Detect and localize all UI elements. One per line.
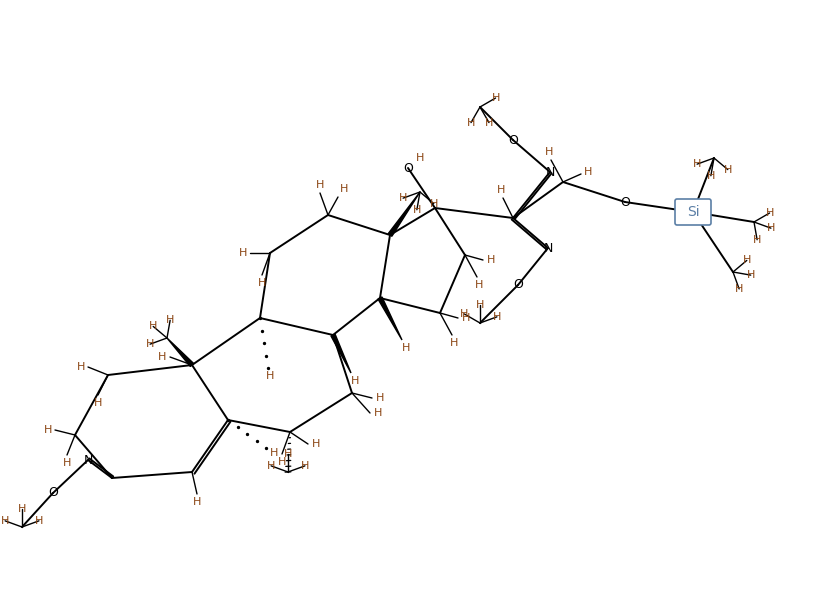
Text: H: H — [584, 167, 592, 177]
Text: H: H — [460, 309, 468, 319]
Text: H: H — [493, 312, 501, 322]
Text: H: H — [416, 153, 424, 163]
Text: O: O — [403, 162, 413, 174]
Text: H: H — [467, 118, 475, 128]
Text: H: H — [146, 339, 154, 349]
Text: H: H — [767, 223, 775, 233]
Text: H: H — [270, 448, 278, 458]
Text: H: H — [17, 504, 26, 514]
Text: H: H — [267, 461, 275, 471]
Text: H: H — [450, 338, 458, 348]
Polygon shape — [331, 334, 351, 373]
Text: H: H — [193, 497, 201, 507]
Text: O: O — [620, 195, 630, 208]
Text: H: H — [265, 371, 275, 381]
Text: H: H — [351, 376, 359, 386]
Text: H: H — [476, 300, 484, 310]
Text: H: H — [545, 147, 553, 157]
Text: H: H — [402, 343, 410, 353]
Text: H: H — [413, 205, 421, 215]
Text: H: H — [735, 284, 743, 294]
Text: H: H — [693, 159, 701, 169]
Text: O: O — [48, 487, 58, 500]
Polygon shape — [378, 297, 402, 340]
Text: H: H — [278, 457, 286, 467]
Text: H: H — [44, 425, 52, 435]
Text: O: O — [508, 134, 518, 146]
Text: H: H — [158, 352, 166, 362]
Text: H: H — [475, 280, 483, 290]
Text: H: H — [312, 439, 320, 449]
Text: H: H — [497, 185, 505, 195]
Text: H: H — [376, 393, 384, 403]
Polygon shape — [389, 192, 420, 236]
Text: N: N — [543, 242, 552, 254]
Text: H: H — [300, 461, 310, 471]
Text: H: H — [492, 93, 500, 103]
Text: H: H — [743, 256, 751, 266]
FancyBboxPatch shape — [675, 199, 711, 225]
Text: H: H — [374, 408, 382, 418]
Text: N: N — [545, 165, 555, 179]
Text: H: H — [239, 248, 247, 258]
Text: H: H — [765, 208, 774, 218]
Text: H: H — [284, 449, 292, 459]
Text: O: O — [513, 278, 523, 291]
Text: H: H — [485, 118, 493, 128]
Text: H: H — [166, 315, 175, 325]
Text: Si: Si — [686, 205, 700, 219]
Text: N: N — [83, 454, 92, 466]
Text: H: H — [429, 199, 438, 208]
Text: H: H — [1, 516, 9, 526]
Text: H: H — [753, 235, 761, 245]
Text: H: H — [77, 362, 85, 372]
Text: H: H — [746, 270, 755, 280]
Text: H: H — [399, 193, 408, 203]
Text: H: H — [35, 516, 43, 526]
Text: H: H — [487, 255, 495, 265]
Text: H: H — [258, 278, 266, 288]
Text: H: H — [724, 165, 732, 174]
Text: H: H — [94, 398, 102, 408]
Text: H: H — [149, 321, 157, 331]
Text: H: H — [62, 458, 72, 468]
Text: H: H — [462, 313, 470, 323]
Polygon shape — [167, 338, 194, 367]
Text: H: H — [339, 184, 348, 194]
Text: H: H — [706, 171, 715, 181]
Text: H: H — [316, 180, 324, 190]
